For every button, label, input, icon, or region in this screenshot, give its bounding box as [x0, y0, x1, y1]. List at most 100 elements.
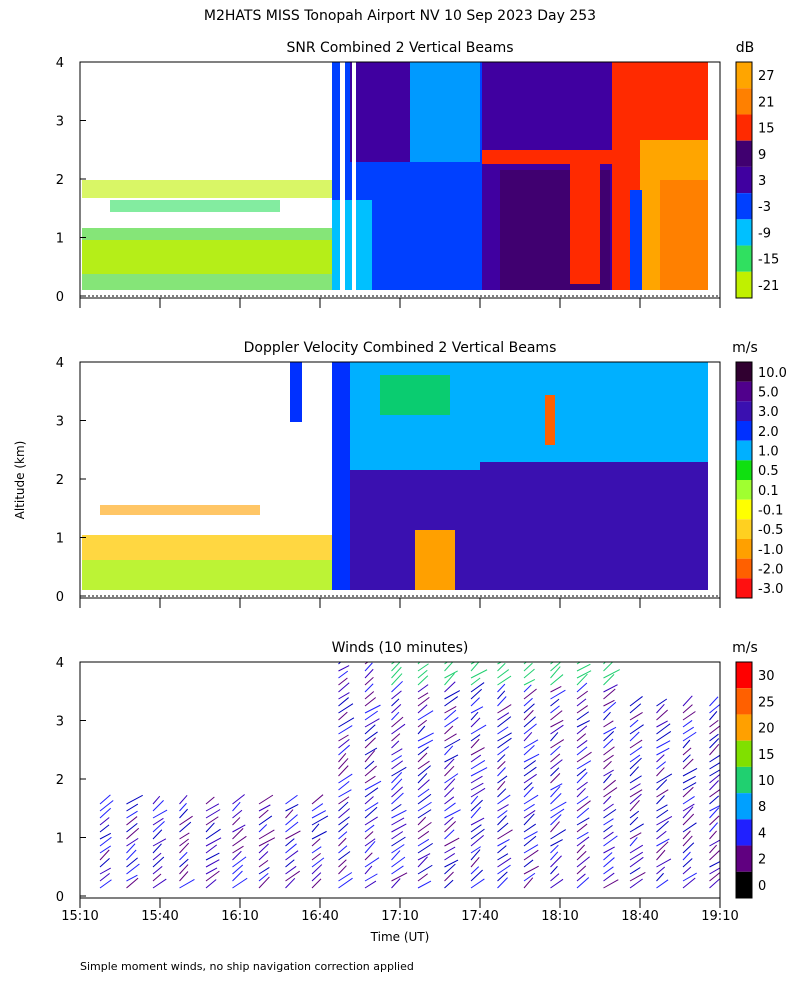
wind-barb [470, 799, 483, 812]
y-tick-label: 4 [56, 56, 64, 71]
wind-barb [550, 705, 560, 714]
wind-barb [232, 864, 244, 875]
wind-barb [603, 711, 611, 721]
wind-barb [444, 758, 455, 770]
wind-barb [391, 836, 406, 847]
wind-barb [364, 873, 378, 882]
wind-barb [364, 880, 377, 889]
wind-barb [179, 858, 189, 868]
wind-barb [470, 824, 482, 833]
wind-barb [338, 717, 355, 728]
wind-barb [523, 739, 539, 749]
wind-barb [126, 874, 138, 882]
time-axis-label: Time (UT) [370, 930, 430, 944]
wind-barb [99, 832, 112, 840]
wind-barb [205, 867, 218, 875]
wind-barb [179, 808, 188, 819]
wind-barb [682, 806, 694, 819]
wind-barb [656, 838, 670, 847]
wind-barb [391, 666, 402, 679]
wind-barb [709, 696, 719, 707]
wind-barb [391, 716, 404, 728]
wind-barb [682, 720, 693, 728]
wind-barb [470, 734, 481, 742]
wind-barb [523, 766, 537, 777]
wind-barb [576, 670, 592, 679]
wind-barb [656, 773, 673, 784]
wind-barb [444, 853, 456, 861]
wind-barb [285, 850, 299, 861]
wind-barb [603, 824, 613, 833]
wind-barb [523, 813, 535, 826]
wind-barb [603, 779, 616, 791]
colorbar-swatch [736, 88, 752, 115]
winds-colorbar-unit: m/s [732, 640, 758, 656]
wind-barb [470, 724, 487, 735]
colorbar-swatch [736, 499, 752, 520]
wind-barb [682, 711, 696, 721]
wind-barb [258, 794, 274, 805]
wind-barb [258, 837, 276, 847]
wind-barb [709, 769, 720, 777]
wind-barb [470, 795, 479, 805]
wind-barb [709, 850, 720, 861]
wind-barb [523, 877, 534, 889]
wind-barb [550, 772, 561, 784]
wind-barb [364, 806, 378, 819]
wind-barb [311, 803, 324, 812]
wind-barb [205, 837, 222, 847]
wind-barb [205, 844, 218, 854]
wind-barb [523, 668, 535, 679]
wind-barb [576, 807, 590, 819]
wind-barb [656, 767, 665, 777]
wind-barb [497, 696, 507, 707]
wind-barb [603, 872, 615, 882]
wind-barb [364, 816, 378, 826]
wind-barb [682, 704, 693, 714]
wind-barb [444, 796, 455, 805]
wind-barb [523, 688, 537, 700]
wind-barb [338, 845, 348, 854]
colorbar-label: 21 [758, 95, 775, 110]
colorbar-label: 0 [758, 879, 766, 894]
wind-barb [179, 802, 187, 812]
wind-barb [417, 801, 432, 812]
y-tick-label: 4 [56, 356, 64, 371]
wind-barb [470, 857, 480, 868]
wind-barb [444, 765, 455, 777]
colorbar-label: -2.0 [758, 563, 783, 578]
wind-barb [338, 758, 349, 770]
wind-barb [523, 732, 533, 742]
y-tick-label: 3 [56, 115, 64, 130]
colorbar-label: -3 [758, 200, 771, 215]
wind-barb [391, 711, 400, 721]
wind-barb [497, 760, 506, 770]
wind-barb [497, 683, 506, 693]
colorbar-swatch [736, 578, 752, 598]
wind-barb [338, 780, 350, 791]
wind-barb [126, 794, 143, 805]
wind-barb [417, 873, 428, 882]
colorbar-label: 10.0 [758, 366, 787, 381]
wind-barb [126, 863, 140, 875]
wind-barb [470, 717, 481, 728]
wind-barb [576, 682, 588, 693]
wind-barb [338, 711, 348, 721]
wind-barb [603, 803, 614, 812]
wind-barb [417, 662, 421, 665]
wind-barb [470, 662, 476, 665]
wind-barb [391, 778, 403, 791]
wind-barb [682, 739, 691, 749]
wind-barb [417, 773, 428, 784]
wind-barb [338, 734, 349, 742]
wind-barb [523, 831, 538, 840]
wind-barb [709, 738, 720, 749]
wind-barb [656, 789, 669, 798]
wind-barb [391, 740, 400, 749]
colorbar-label: -9 [758, 226, 771, 241]
wind-barb [444, 802, 456, 812]
wind-barb [417, 752, 428, 763]
wind-barb [232, 824, 246, 833]
wind-barb [550, 865, 558, 875]
